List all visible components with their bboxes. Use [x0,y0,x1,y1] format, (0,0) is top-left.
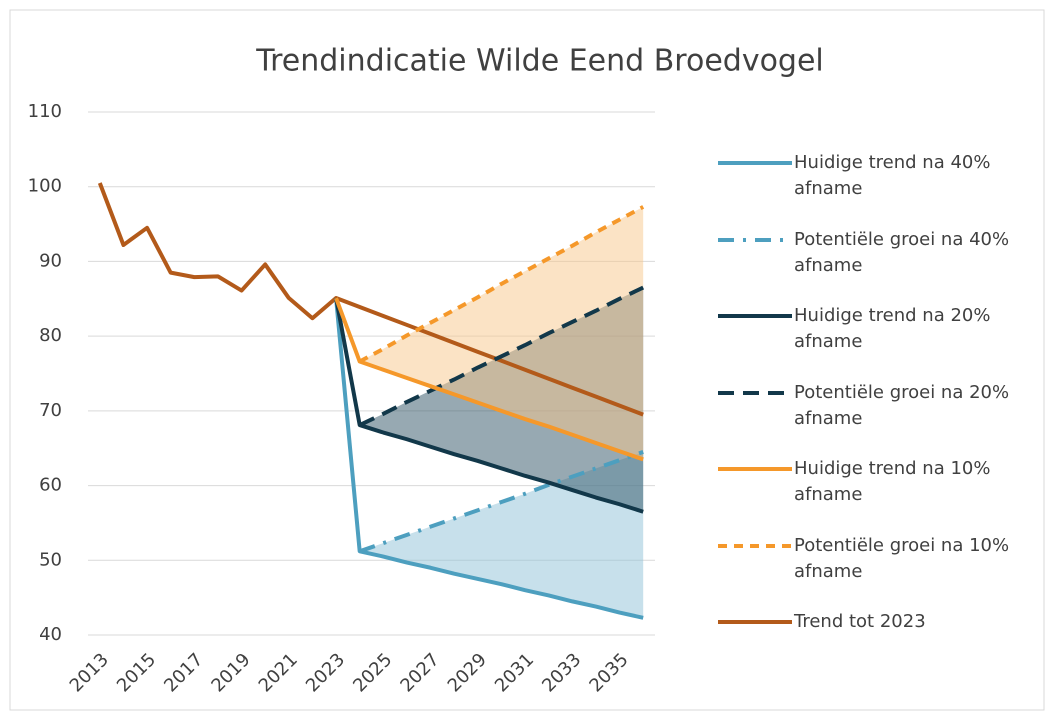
legend-item: Trend tot 2023 [716,609,1046,635]
legend-label: Trend tot 2023 [794,611,926,632]
y-tick-label: 50 [39,549,62,570]
series-line [334,297,644,620]
series-line [97,182,644,417]
legend-item: Potentiële groei na 10% afname [716,533,1046,585]
y-tick-label: 60 [39,475,62,496]
legend-swatch [718,543,792,548]
legend-item: Potentiële groei na 20% afname [716,380,1046,432]
range-band [359,206,644,460]
y-tick-label: 40 [39,624,62,645]
legend-swatch [718,237,792,242]
legend-swatch [718,314,792,318]
legend-label: Huidige trend na 10% afname [794,458,991,505]
legend-swatch [718,620,792,624]
series-line [359,450,644,554]
legend-swatch [718,161,792,165]
legend-item: Potentiële groei na 40% afname [716,227,1046,279]
legend-label: Huidige trend na 40% afname [794,152,991,199]
legend-item: Huidige trend na 40% afname [716,150,1046,202]
series-line [334,297,644,514]
series-line [358,285,645,427]
series-line [358,205,645,364]
range-band [359,451,644,618]
legend-label: Potentiële groei na 20% afname [794,381,1010,429]
y-tick-label: 70 [39,400,62,421]
y-tick-label: 110 [28,101,62,122]
legend-item: Huidige trend na 20% afname [716,303,1046,355]
series-line [334,297,644,462]
y-tick-label: 80 [39,325,62,346]
legend-label: Huidige trend na 20% afname [794,305,991,352]
legend-item: Huidige trend na 10% afname [716,456,1046,508]
legend-label: Potentiële groei na 40% afname [794,228,1010,276]
legend-label: Potentiële groei na 10% afname [794,534,1010,582]
legend-swatch [718,390,792,395]
chart-title: Trendindicatie Wilde Eend Broedvogel [255,44,824,79]
y-tick-label: 90 [39,250,62,271]
y-tick-label: 100 [28,176,62,197]
legend-swatch [718,467,792,471]
